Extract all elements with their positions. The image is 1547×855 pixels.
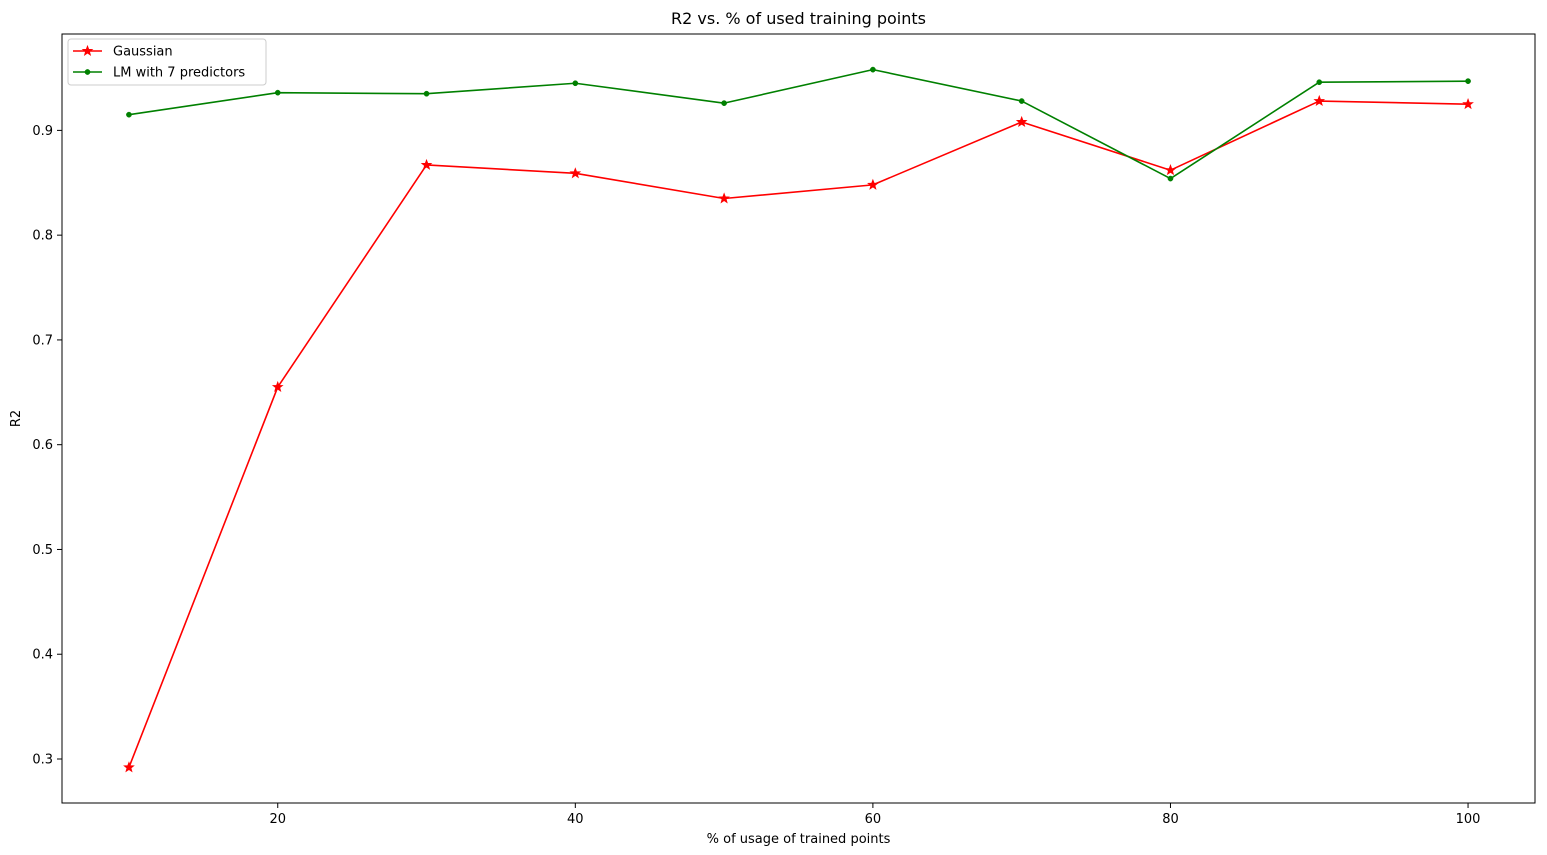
data-point: [126, 111, 132, 118]
x-tick-label: 100: [1456, 812, 1481, 827]
data-point: [1018, 98, 1025, 104]
y-tick-label: 0.4: [32, 648, 53, 663]
data-point: [572, 80, 579, 87]
data-point: [271, 380, 284, 393]
series-layer: [123, 66, 1474, 773]
x-tick-label: 80: [1162, 812, 1179, 827]
legend-item: LM with 7 predictors: [73, 66, 245, 81]
legend-marker: [81, 44, 94, 56]
data-point: [1316, 79, 1323, 86]
x-tick-label: 20: [269, 812, 286, 827]
data-point: [274, 89, 281, 96]
legend-item: Gaussian: [73, 45, 173, 60]
y-tick-label: 0.7: [32, 333, 53, 348]
x-axis-ticks: 20 40 60 80 100: [269, 803, 1480, 827]
data-point: [1015, 115, 1028, 127]
data-point: [721, 100, 727, 106]
legend-label: Gaussian: [113, 45, 173, 60]
data-point: [1167, 175, 1174, 182]
legend-box: [67, 38, 267, 86]
y-tick-label: 0.9: [32, 124, 53, 139]
data-point: [1164, 164, 1177, 176]
y-tick-label: 0.3: [32, 752, 53, 767]
y-tick-label: 0.6: [32, 438, 53, 453]
data-point: [870, 66, 876, 73]
data-point: [423, 90, 430, 97]
data-point: [867, 178, 879, 190]
data-point: [420, 158, 433, 170]
series-line: [128, 100, 1469, 768]
x-tick-label: 60: [865, 812, 882, 827]
x-axis-title: % of usage of trained points: [707, 832, 891, 847]
plot-frame: [61, 33, 1536, 804]
data-point: [1462, 98, 1474, 110]
x-tick-label: 40: [567, 812, 584, 827]
y-axis-ticks: 0.3 0.4 0.5 0.6 0.7 0.8 0.9: [32, 124, 62, 767]
series-gaussian: [123, 94, 1474, 773]
data-point: [1313, 94, 1326, 107]
data-point: [718, 192, 730, 204]
series-lm-7-predictors: [126, 66, 1471, 182]
y-tick-label: 0.8: [32, 229, 53, 244]
legend-label: LM with 7 predictors: [113, 66, 245, 81]
y-axis-title: R2: [9, 410, 24, 427]
series-line: [128, 68, 1469, 180]
data-point: [569, 167, 582, 179]
y-tick-label: 0.5: [32, 543, 53, 558]
chart-title: R2 vs. % of used training points: [671, 9, 926, 28]
legend: Gaussian LM with 7 predictors: [67, 38, 267, 86]
data-point: [123, 761, 135, 773]
legend-marker: [84, 69, 91, 75]
data-point: [1465, 78, 1471, 84]
